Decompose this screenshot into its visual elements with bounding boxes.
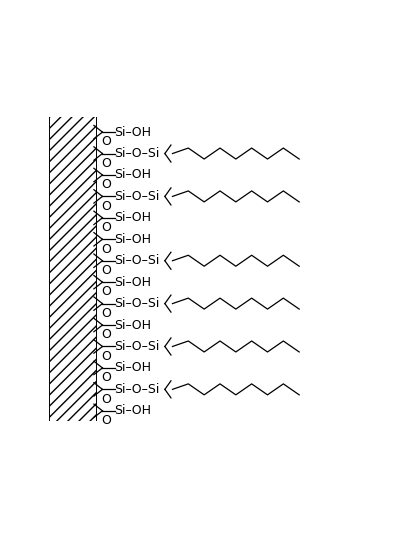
Text: Si–OH: Si–OH: [115, 276, 152, 289]
Text: O: O: [101, 350, 111, 363]
Text: O: O: [101, 371, 111, 384]
Text: Si–OH: Si–OH: [115, 212, 152, 224]
Text: Si–OH: Si–OH: [115, 233, 152, 246]
Text: Si–O–Si: Si–O–Si: [115, 190, 160, 203]
Text: Si–O–Si: Si–O–Si: [115, 254, 160, 267]
Text: O: O: [101, 328, 111, 341]
Text: Si–O–Si: Si–O–Si: [115, 383, 160, 396]
Text: O: O: [101, 285, 111, 298]
Text: O: O: [101, 307, 111, 320]
Text: Si–O–Si: Si–O–Si: [115, 340, 160, 353]
Text: O: O: [101, 414, 111, 427]
Polygon shape: [49, 111, 96, 427]
Text: O: O: [101, 178, 111, 191]
Text: Si–OH: Si–OH: [115, 168, 152, 181]
Text: O: O: [101, 264, 111, 277]
Text: Si–O–Si: Si–O–Si: [115, 147, 160, 160]
Text: O: O: [101, 157, 111, 170]
Text: O: O: [101, 221, 111, 234]
Text: Si–OH: Si–OH: [115, 405, 152, 417]
Text: Si–OH: Si–OH: [115, 319, 152, 332]
Text: Si–O–Si: Si–O–Si: [115, 297, 160, 310]
Text: Si–OH: Si–OH: [115, 126, 152, 139]
Text: O: O: [101, 200, 111, 213]
Text: Si–OH: Si–OH: [115, 361, 152, 374]
Text: O: O: [101, 393, 111, 406]
Text: O: O: [101, 135, 111, 148]
Text: O: O: [101, 243, 111, 255]
